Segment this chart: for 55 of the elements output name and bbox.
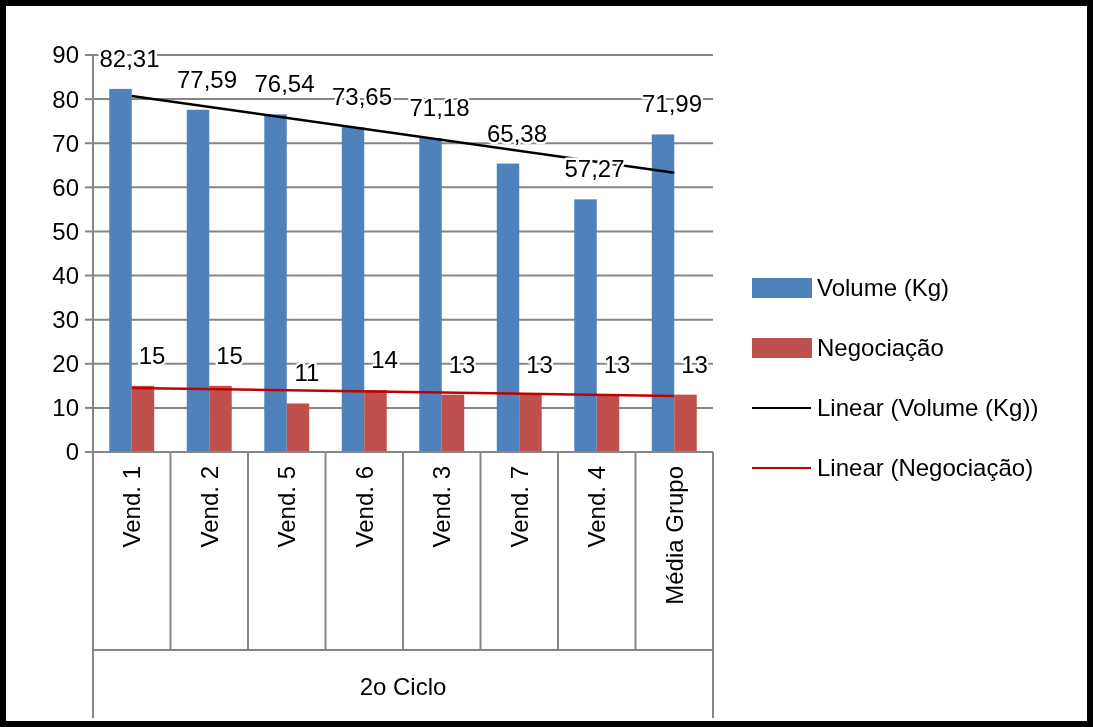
legend-label: Volume (Kg)	[817, 274, 950, 302]
data-label: 15	[138, 341, 166, 369]
bar	[596, 394, 620, 452]
bar	[131, 385, 155, 452]
bar	[441, 394, 465, 452]
data-label: 71,99	[641, 90, 703, 118]
bar	[651, 134, 675, 452]
y-tick-label: 0	[65, 438, 79, 466]
data-label: 65,38	[486, 119, 548, 147]
bar	[109, 88, 132, 452]
data-label: 13	[681, 350, 708, 378]
data-label: 13	[526, 350, 553, 378]
bar	[419, 138, 442, 452]
data-label: 71,18	[409, 94, 470, 122]
y-tick-label: 90	[52, 41, 79, 69]
x-tick-label: Vend. 6	[350, 466, 378, 548]
data-label: 73,65	[331, 83, 393, 111]
bar	[496, 163, 520, 452]
bar	[519, 394, 542, 452]
data-label: 11	[294, 359, 320, 387]
data-label: 82,31	[99, 44, 160, 72]
y-tick-label: 30	[52, 306, 79, 334]
y-tick-label: 40	[52, 261, 79, 289]
x-axis-title: 2o Ciclo	[359, 673, 447, 700]
y-tick-label: 60	[52, 173, 79, 201]
x-tick-label: Vend. 5	[273, 466, 301, 548]
bar	[209, 385, 232, 452]
bar	[286, 403, 310, 452]
y-tick-label: 80	[52, 85, 79, 113]
legend-label: Linear (Volume (Kg))	[817, 394, 1039, 422]
data-label: 13	[448, 350, 476, 378]
bar	[364, 390, 387, 452]
x-tick-label: Vend. 3	[428, 466, 456, 548]
bar	[186, 109, 210, 452]
bar	[264, 114, 287, 452]
x-tick-label: Vend. 2	[195, 466, 223, 548]
y-tick-label: 50	[52, 217, 79, 245]
y-tick-label: 20	[52, 350, 79, 378]
x-tick-label: Vend. 7	[505, 466, 533, 548]
x-tick-label: Vend. 1	[118, 466, 146, 548]
bar	[674, 394, 697, 452]
data-label: 57,27	[564, 155, 625, 183]
y-tick-label: 70	[52, 129, 79, 157]
legend-label: Linear (Negociação)	[817, 454, 1034, 482]
data-label: 77,59	[176, 65, 238, 93]
legend-label: Negociação	[817, 334, 944, 362]
y-tick-label: 10	[52, 394, 79, 422]
bar	[574, 199, 597, 452]
x-tick-label: Média Grupo	[660, 466, 688, 605]
data-label: 14	[371, 346, 398, 374]
x-tick-label: Vend. 4	[583, 466, 611, 548]
bar	[341, 127, 365, 452]
data-label: 76,54	[254, 70, 315, 98]
data-label: 15	[216, 341, 243, 369]
data-label: 13	[603, 350, 631, 378]
